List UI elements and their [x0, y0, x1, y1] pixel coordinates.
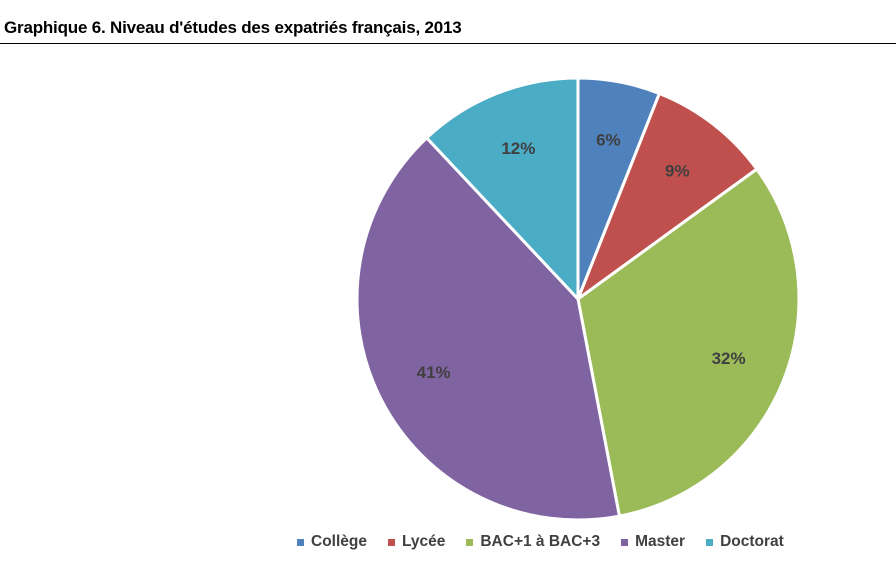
label-lycee: 9%: [665, 161, 690, 180]
legend-item-doctorat: Doctorat: [706, 533, 784, 551]
legend-label: Master: [635, 533, 686, 550]
legend-item-lycee: Lycée: [387, 533, 446, 551]
chart-title: Graphique 6. Niveau d'études des expatri…: [4, 18, 462, 37]
legend-item-master: Master: [621, 533, 685, 551]
legend: Collège Lycée BAC+1 à BAC+3 Master Docto…: [297, 533, 784, 551]
legend-label: Collège: [311, 533, 367, 550]
legend-swatch: [621, 538, 629, 546]
pie-labels: 6% 9% 32% 41% 12%: [417, 130, 746, 382]
legend-swatch: [387, 538, 395, 546]
legend-swatch: [297, 538, 304, 546]
legend-item-college: Collège: [297, 533, 367, 551]
label-master: 41%: [417, 363, 451, 382]
legend-label: BAC+1 à BAC+3: [480, 533, 601, 550]
label-college: 6%: [596, 130, 621, 149]
slice-bac: [576, 167, 801, 518]
label-bac: 32%: [712, 349, 746, 368]
title-divider: [0, 43, 896, 44]
slice-master: [355, 136, 621, 522]
slice-doctorat: [425, 76, 580, 301]
legend-swatch: [466, 538, 474, 546]
legend-item-bac: BAC+1 à BAC+3: [466, 533, 600, 551]
slice-lycee: [576, 92, 759, 301]
label-doctorat: 12%: [501, 139, 535, 158]
pie-slices: [355, 76, 801, 522]
legend-swatch: [706, 538, 714, 546]
legend-label: Lycée: [401, 533, 446, 550]
legend-label: Doctorat: [720, 533, 784, 550]
